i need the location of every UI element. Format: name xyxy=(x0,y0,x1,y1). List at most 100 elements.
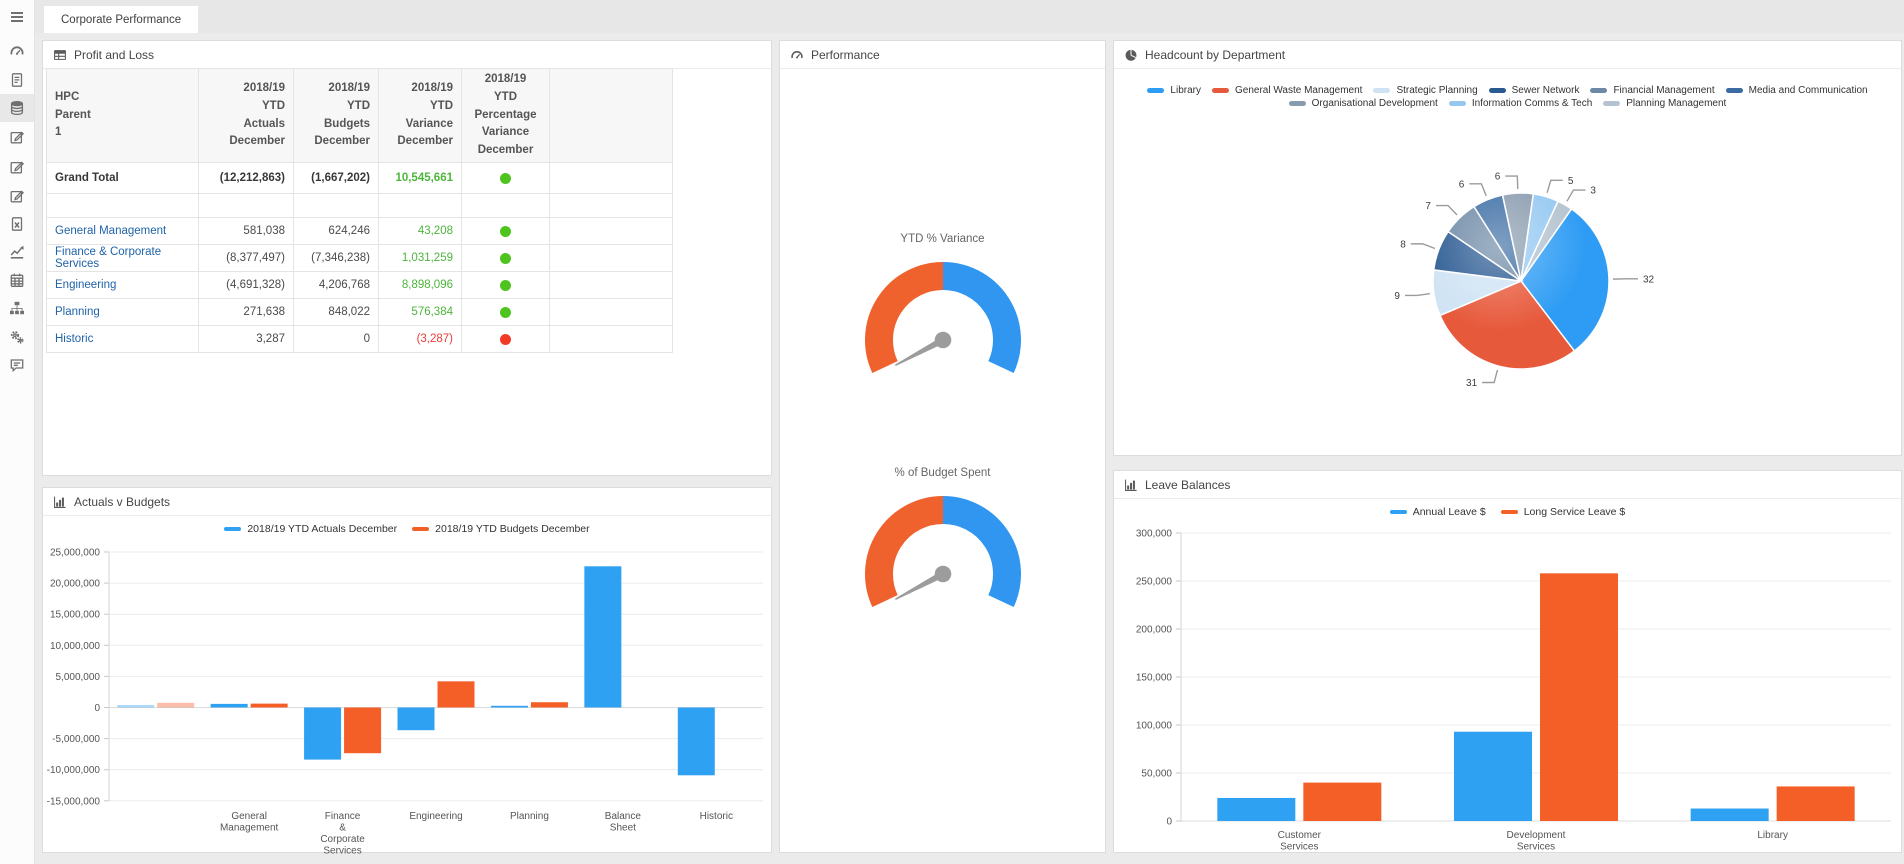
x-category-label: Library xyxy=(1757,830,1788,841)
legend-label: Long Service Leave $ xyxy=(1523,506,1626,518)
ytd-variance-gauge-block: YTD % Variance xyxy=(780,233,1105,386)
sidebar-item-database[interactable] xyxy=(0,94,34,122)
bar-engineering[interactable] xyxy=(437,681,475,708)
legend-item[interactable]: 2018/19 YTD Budgets December xyxy=(412,523,590,535)
y-tick-label: -15,000,000 xyxy=(47,796,101,807)
sidebar-item-edit[interactable] xyxy=(0,123,34,151)
bar-planning[interactable] xyxy=(490,705,528,708)
table-row: Engineering (4,691,328) 4,206,768 8,898,096 xyxy=(46,271,673,299)
bar-unlabeled[interactable] xyxy=(117,705,155,708)
variance-cell: 10,545,661 xyxy=(378,162,462,194)
actuals-cell: 271,638 xyxy=(198,298,294,326)
row-label[interactable]: Finance & Corporate Services xyxy=(46,244,199,272)
bar-development-services[interactable] xyxy=(1540,573,1618,821)
legend-item[interactable]: Financial Management xyxy=(1590,85,1715,96)
variance-cell: 8,898,096 xyxy=(378,271,462,299)
bar-chart-icon xyxy=(1124,478,1138,492)
y-tick-label: 0 xyxy=(94,703,100,714)
legend-label: Sewer Network xyxy=(1511,85,1580,96)
gauge-arc xyxy=(941,496,1021,607)
budget-spent-gauge xyxy=(864,496,1021,607)
bar-library[interactable] xyxy=(1690,808,1769,821)
actuals-cell: 3,287 xyxy=(198,325,294,353)
sidebar-item-gears[interactable] xyxy=(0,323,34,351)
leave-balances-panel: Leave Balances Annual Leave $ Long Servic… xyxy=(1113,470,1902,853)
x-category-label: Engineering xyxy=(409,811,462,822)
actuals-v-budgets-legend: 2018/19 YTD Actuals December 2018/19 YTD … xyxy=(43,516,771,542)
pie-slice-value: 6 xyxy=(1495,172,1501,183)
sidebar-item-excel-file[interactable] xyxy=(0,210,34,238)
actuals-cell: (4,691,328) xyxy=(198,271,294,299)
actuals-cell: 581,038 xyxy=(198,217,294,245)
row-label[interactable]: General Management xyxy=(46,217,199,245)
bar-finance-corporate-services[interactable] xyxy=(304,707,342,760)
status-dot-green xyxy=(500,279,511,291)
y-tick-label: 0 xyxy=(1166,817,1172,828)
legend-label: Organisational Development xyxy=(1311,98,1438,109)
legend-item[interactable]: Strategic Planning xyxy=(1373,85,1478,96)
variance-cell: (3,287) xyxy=(378,325,462,353)
profit-and-loss-table: HPC Parent 1 2018/19 YTD Actuals December… xyxy=(46,68,673,353)
legend-marker xyxy=(412,526,430,532)
bar-general-management[interactable] xyxy=(210,703,248,708)
x-category-label: General Management xyxy=(220,811,279,834)
bar-balance-sheet[interactable] xyxy=(584,566,622,708)
gauge-needle xyxy=(894,570,945,601)
bar-customer-services[interactable] xyxy=(1303,782,1382,821)
legend-item[interactable]: Annual Leave $ xyxy=(1389,506,1486,518)
legend-item[interactable]: Organisational Development xyxy=(1288,98,1438,109)
sidebar-item-sitemap[interactable] xyxy=(0,294,34,322)
bar-engineering[interactable] xyxy=(397,707,435,731)
bar-finance-corporate-services[interactable] xyxy=(344,707,382,754)
sidebar-item-calendar[interactable] xyxy=(0,266,34,294)
row-label[interactable]: Historic xyxy=(46,325,199,353)
sidebar-item-menu[interactable] xyxy=(0,3,34,31)
actuals-cell: (12,212,863) xyxy=(198,162,294,194)
legend-item[interactable]: Library xyxy=(1147,85,1201,96)
legend-label: Media and Communication xyxy=(1748,85,1868,96)
bar-development-services[interactable] xyxy=(1454,731,1532,821)
tab-corporate-performance[interactable]: Corporate Performance xyxy=(44,6,199,33)
sidebar-item-line-chart[interactable] xyxy=(0,238,34,266)
legend-label: Planning Management xyxy=(1626,98,1727,109)
bar-customer-services[interactable] xyxy=(1217,797,1296,821)
legend-item[interactable]: Sewer Network xyxy=(1488,85,1580,96)
legend-marker xyxy=(1211,88,1229,93)
table-row: Grand Total (12,212,863) (1,667,202) 10,545… xyxy=(46,162,673,194)
sidebar-item-dashboard[interactable] xyxy=(0,37,34,65)
bar-historic[interactable] xyxy=(677,707,715,776)
budget-spent-gauge-block: % of Budget Spent xyxy=(780,467,1105,620)
legend-item[interactable]: Planning Management xyxy=(1603,98,1726,109)
bar-general-management[interactable] xyxy=(250,703,288,708)
bar-unlabeled[interactable] xyxy=(157,702,195,708)
actuals-v-budgets-title: Actuals v Budgets xyxy=(74,494,171,509)
legend-marker xyxy=(1725,88,1743,93)
legend-label: Annual Leave $ xyxy=(1412,506,1486,518)
calendar-icon xyxy=(9,272,25,288)
sidebar-item-comment[interactable] xyxy=(0,351,34,379)
leave-balances-header: Leave Balances xyxy=(1114,471,1901,499)
bar-library[interactable] xyxy=(1776,786,1855,821)
y-tick-label: 25,000,000 xyxy=(50,548,100,559)
column-header-3: 2018/19 YTD Percentage Variance December xyxy=(461,68,550,163)
row-label[interactable]: Planning xyxy=(46,298,199,326)
bar-planning[interactable] xyxy=(530,702,568,708)
sidebar-item-edit[interactable] xyxy=(0,153,34,181)
document-icon xyxy=(9,72,25,88)
y-tick-label: 300,000 xyxy=(1136,529,1173,540)
edit-icon xyxy=(9,188,25,204)
legend-item[interactable]: Long Service Leave $ xyxy=(1500,506,1626,518)
row-label[interactable]: Engineering xyxy=(46,271,199,299)
legend-item[interactable]: General Waste Management xyxy=(1211,85,1362,96)
gauge-needle xyxy=(894,336,945,367)
status-dot-green xyxy=(500,225,511,237)
legend-item[interactable]: 2018/19 YTD Actuals December xyxy=(224,523,397,535)
x-category-label: Finance & Corporate Services xyxy=(320,811,365,854)
legend-marker xyxy=(1603,101,1621,106)
sidebar-item-document[interactable] xyxy=(0,66,34,94)
sidebar-item-edit[interactable] xyxy=(0,182,34,210)
legend-item[interactable]: Information Comms & Tech xyxy=(1448,98,1592,109)
legend-item[interactable]: Media and Communication xyxy=(1725,85,1868,96)
variance-cell: 1,031,259 xyxy=(378,244,462,272)
x-category-label: Balance Sheet xyxy=(605,811,642,834)
